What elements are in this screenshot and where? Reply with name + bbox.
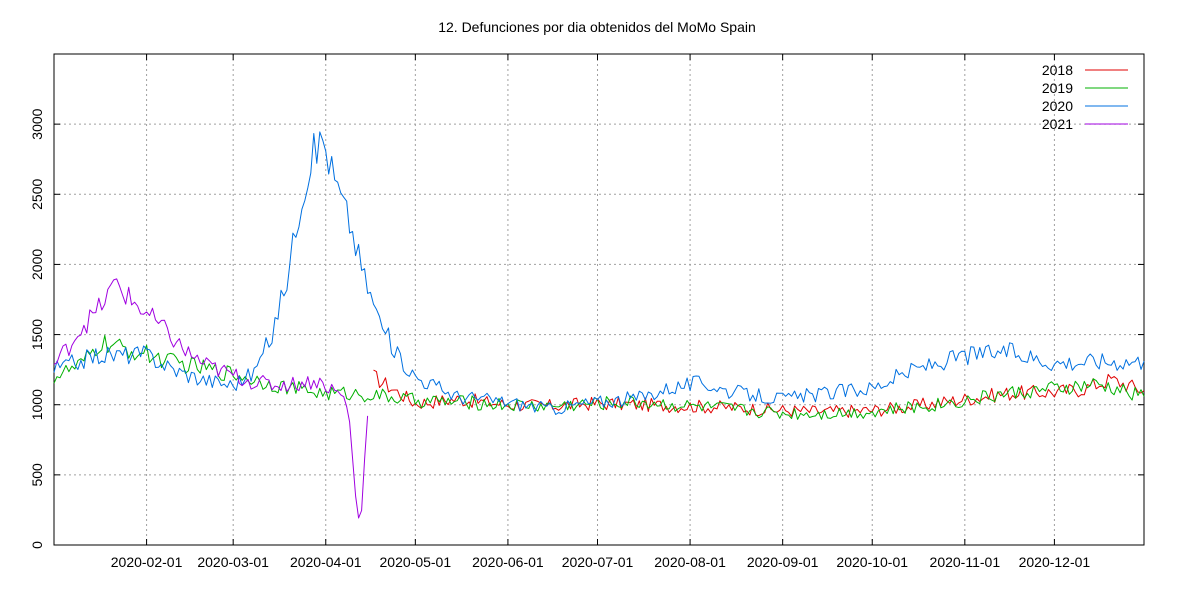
legend-label: 2020 — [1042, 98, 1073, 114]
plot-frame — [53, 53, 1145, 546]
x-tick-label: 2020-03-01 — [197, 554, 269, 570]
x-tick-label: 2020-09-01 — [747, 554, 819, 570]
y-axis: 0 500 1000 1500 2000 2500 3000 — [29, 108, 1144, 549]
series-group — [53, 131, 1145, 519]
legend-label: 2018 — [1042, 62, 1073, 78]
x-axis: 2020-02-01 2020-03-01 2020-04-01 2020-05-01… — [111, 54, 1091, 570]
chart-title: 12. Defunciones por dia obtenidos del Mo… — [438, 19, 756, 35]
y-tick-label: 3000 — [29, 108, 45, 139]
legend-label: 2021 — [1042, 116, 1073, 132]
x-tick-label: 2020-06-01 — [472, 554, 544, 570]
x-tick-label: 2020-11-01 — [930, 554, 1001, 570]
series-line-2021 — [53, 278, 369, 519]
x-tick-label: 2020-08-01 — [654, 554, 726, 570]
series-line-2020 — [53, 131, 1145, 415]
legend-label: 2019 — [1042, 80, 1073, 96]
y-tick-label: 500 — [29, 463, 45, 487]
series-line-2018 — [373, 369, 1145, 418]
grid — [54, 54, 1144, 545]
x-tick-label: 2020-05-01 — [380, 554, 452, 570]
y-tick-label: 2500 — [29, 179, 45, 210]
y-tick-label: 2000 — [29, 249, 45, 280]
x-tick-label: 2020-07-01 — [562, 554, 634, 570]
y-tick-label: 0 — [29, 541, 45, 549]
x-tick-label: 2020-12-01 — [1019, 554, 1091, 570]
y-tick-label: 1000 — [29, 389, 45, 420]
legend: 2018 2019 2020 2021 — [1042, 62, 1128, 132]
series-line-2019 — [53, 334, 1145, 420]
y-tick-label: 1500 — [29, 319, 45, 350]
x-tick-label: 2020-04-01 — [290, 554, 362, 570]
x-tick-label: 2020-02-01 — [111, 554, 183, 570]
x-tick-label: 2020-10-01 — [836, 554, 908, 570]
